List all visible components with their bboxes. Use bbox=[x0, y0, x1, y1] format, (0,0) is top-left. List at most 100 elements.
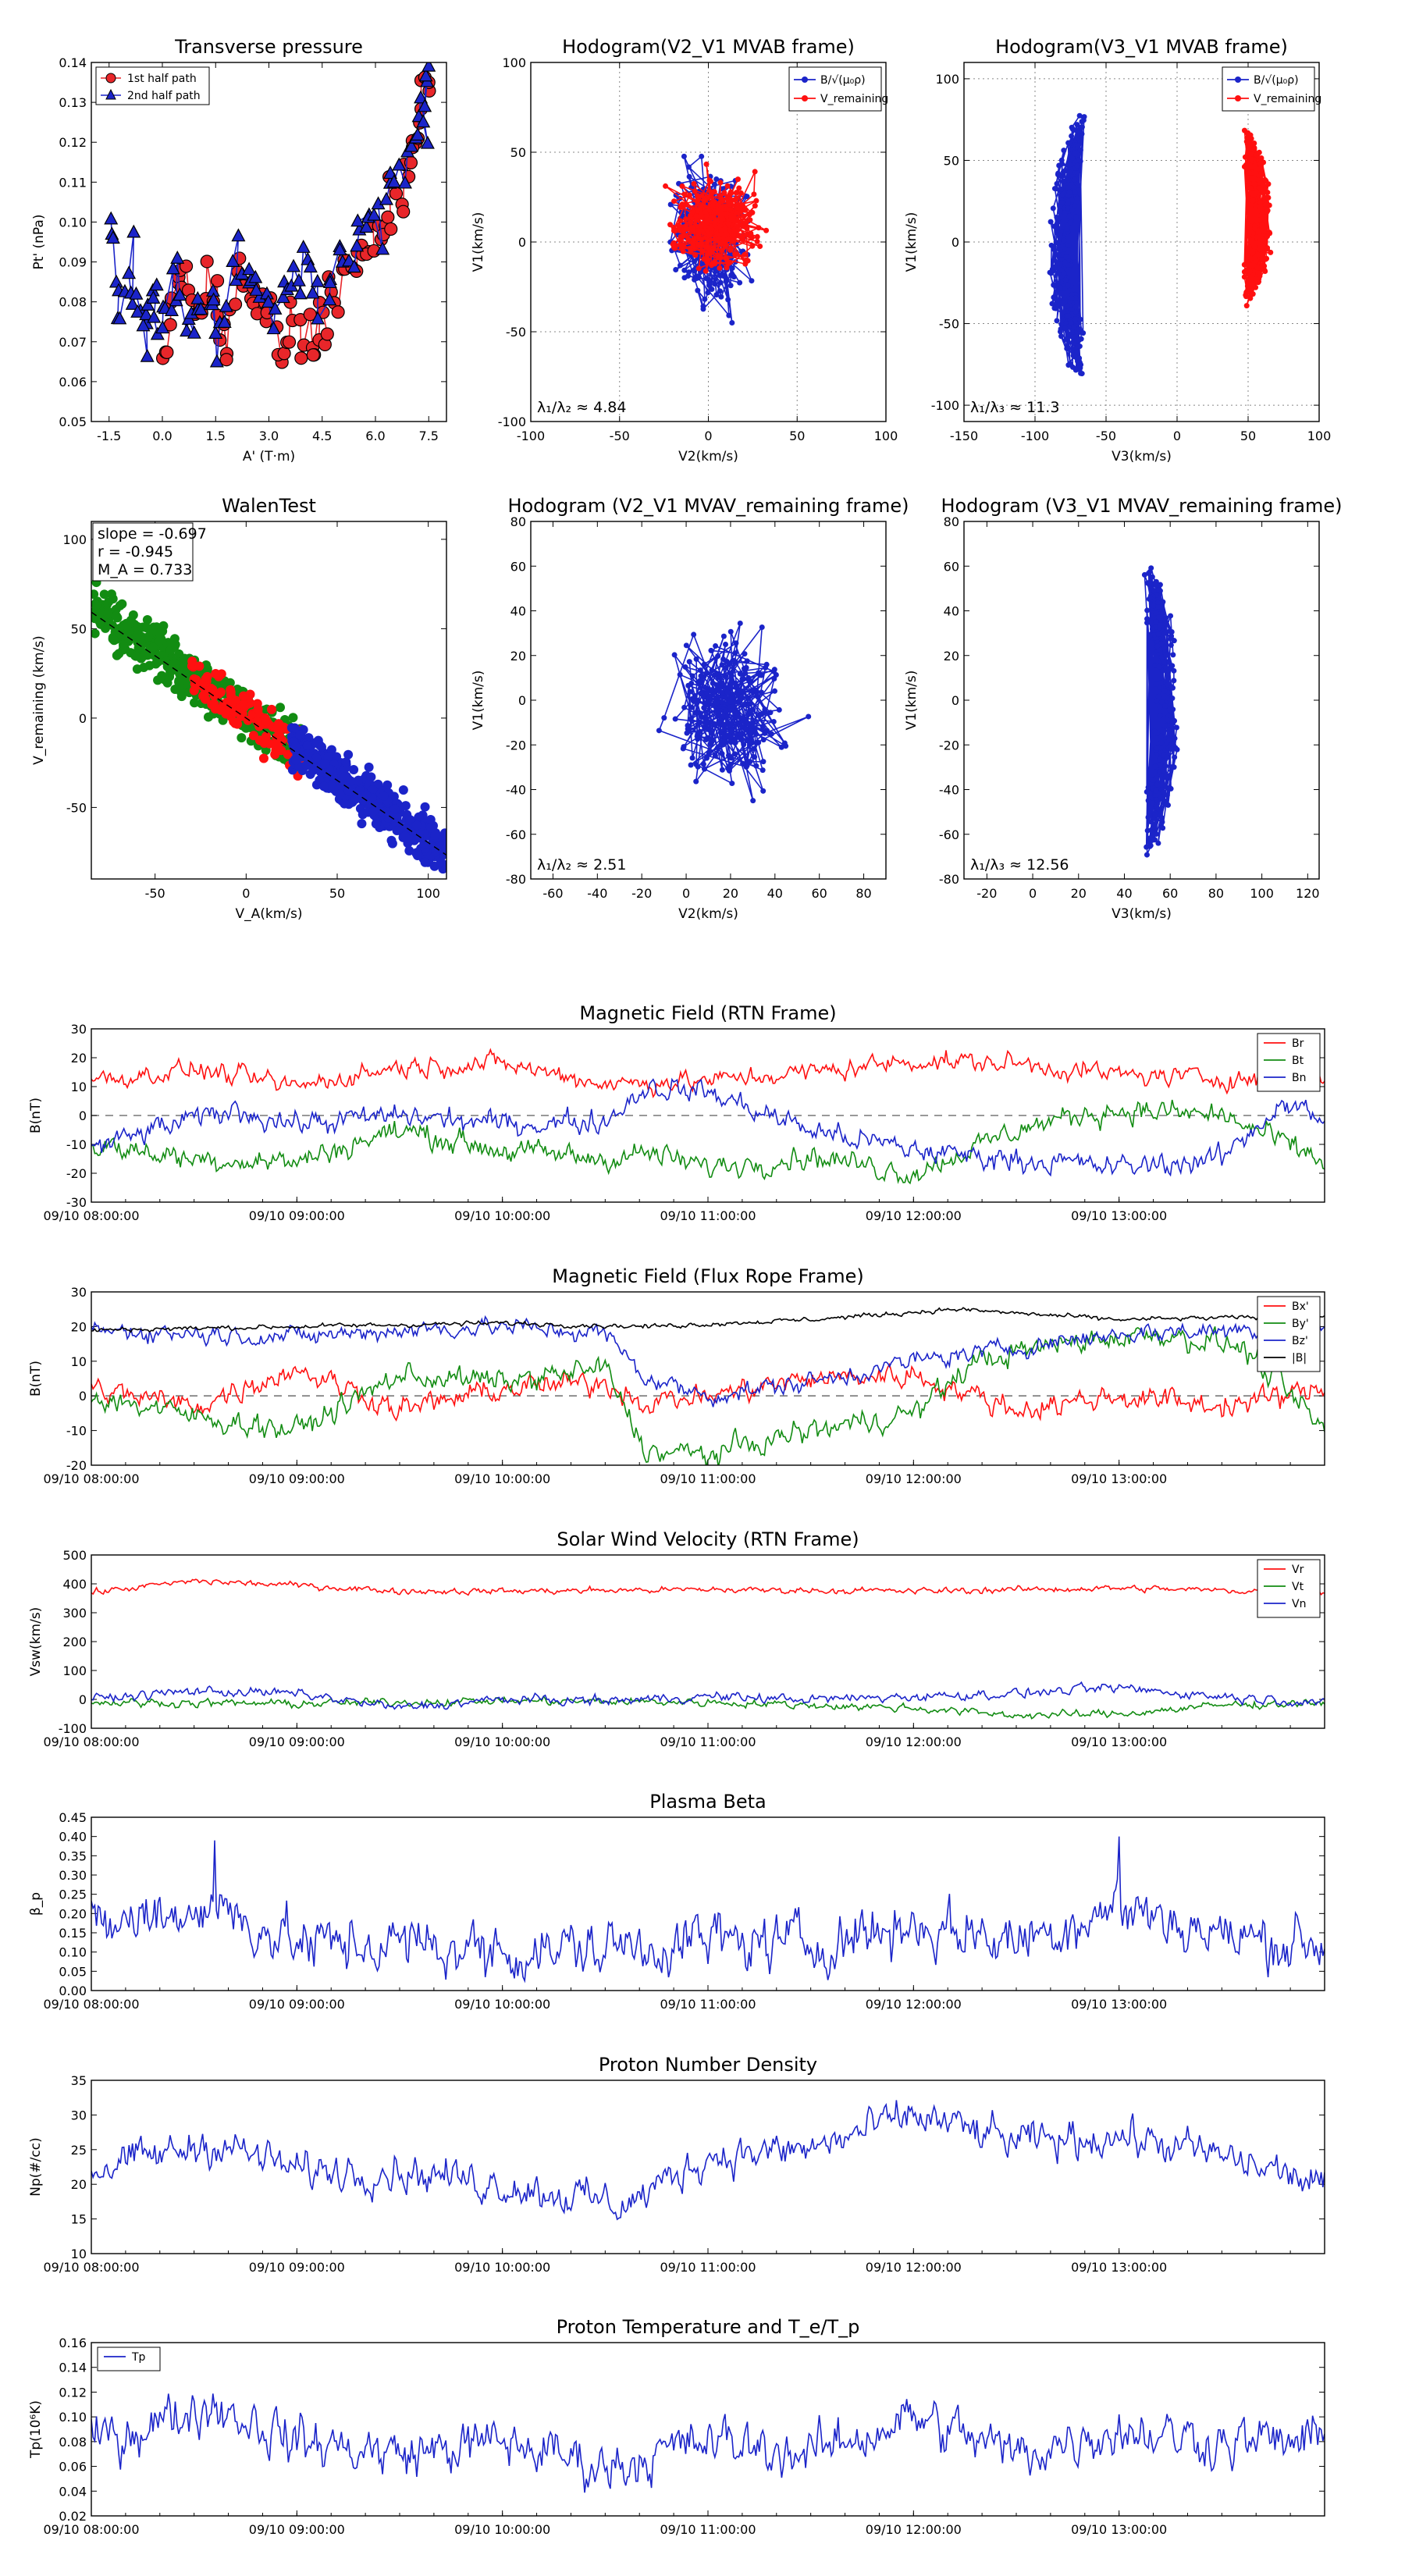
data-point bbox=[379, 191, 393, 205]
data-point bbox=[1058, 157, 1065, 163]
data-point bbox=[726, 661, 732, 667]
y-tick-label: 0.12 bbox=[59, 135, 87, 150]
data-point bbox=[737, 279, 743, 286]
y-tick-label: 0 bbox=[518, 235, 526, 250]
data-point bbox=[1262, 256, 1268, 262]
data-point bbox=[1157, 713, 1163, 719]
data-point bbox=[149, 277, 164, 291]
data-point bbox=[722, 226, 728, 232]
data-point bbox=[719, 693, 725, 699]
data-point bbox=[1151, 837, 1157, 843]
data-point bbox=[749, 278, 755, 284]
chart-ts1: Magnetic Field (RTN Frame) -30 -20 -10 0 10 20… bbox=[28, 1002, 1325, 1223]
data-point bbox=[1154, 600, 1161, 606]
data-point bbox=[1160, 599, 1166, 605]
data-point bbox=[670, 228, 677, 234]
data-point bbox=[290, 742, 301, 752]
data-point bbox=[757, 244, 763, 250]
data-point bbox=[729, 728, 735, 734]
data-point bbox=[706, 699, 713, 705]
data-point bbox=[1156, 664, 1162, 670]
data-point bbox=[1080, 117, 1087, 123]
data-point bbox=[686, 192, 692, 198]
series-line-p bbox=[91, 1836, 1325, 1984]
data-point bbox=[683, 216, 689, 222]
data-point bbox=[131, 651, 141, 661]
y-tick-label: -100 bbox=[59, 1721, 87, 1736]
data-point bbox=[703, 720, 710, 727]
series-line-br bbox=[91, 1048, 1325, 1099]
y-axis-label: V1(km/s) bbox=[471, 212, 486, 272]
data-point bbox=[724, 265, 730, 271]
data-point bbox=[206, 292, 221, 306]
data-point bbox=[698, 204, 704, 210]
data-point bbox=[688, 680, 695, 686]
data-point bbox=[1157, 582, 1163, 588]
data-point bbox=[190, 698, 200, 708]
data-point bbox=[1250, 262, 1257, 268]
y-tick-label: 0.35 bbox=[59, 1848, 87, 1863]
data-point bbox=[724, 689, 731, 696]
data-point bbox=[411, 127, 425, 141]
data-point bbox=[1168, 613, 1174, 619]
data-point bbox=[119, 641, 129, 651]
data-point bbox=[170, 250, 185, 264]
data-point bbox=[140, 348, 155, 362]
y-tick-label: -20 bbox=[506, 738, 526, 753]
y-tick-label: 40 bbox=[510, 604, 526, 619]
data-point bbox=[1065, 177, 1072, 183]
data-point bbox=[737, 688, 743, 695]
data-point bbox=[277, 347, 291, 361]
data-point bbox=[745, 720, 752, 727]
data-point bbox=[217, 315, 232, 328]
data-point bbox=[1259, 244, 1265, 251]
data-point bbox=[180, 323, 194, 337]
data-point bbox=[1071, 340, 1077, 346]
data-point bbox=[295, 730, 305, 740]
data-point bbox=[115, 600, 125, 610]
data-point bbox=[1265, 194, 1272, 201]
y-tick-label: 60 bbox=[510, 559, 526, 574]
data-point bbox=[680, 248, 686, 254]
data-point bbox=[725, 765, 731, 771]
x-tick-label: 09/10 13:00:00 bbox=[1071, 1735, 1167, 1749]
data-point bbox=[318, 781, 329, 792]
data-point bbox=[153, 675, 163, 685]
data-point bbox=[154, 636, 164, 646]
data-point bbox=[713, 681, 720, 688]
x-axis-label: V3(km/s) bbox=[1112, 906, 1172, 922]
data-point bbox=[1065, 346, 1072, 352]
data-point bbox=[1151, 603, 1157, 609]
series-line-bt bbox=[91, 1099, 1325, 1185]
data-point bbox=[350, 794, 361, 804]
data-point bbox=[672, 716, 678, 722]
data-point bbox=[717, 193, 724, 199]
series-line-bn bbox=[91, 1077, 1325, 1177]
x-tick-label: 09/10 12:00:00 bbox=[866, 1208, 962, 1223]
data-point bbox=[350, 238, 365, 252]
data-point bbox=[366, 772, 376, 782]
data-point bbox=[221, 709, 231, 719]
data-point bbox=[1246, 139, 1252, 145]
legend: Br Bt Bn bbox=[1257, 1033, 1321, 1092]
data-point bbox=[1057, 231, 1063, 237]
data-point bbox=[305, 769, 315, 779]
data-point bbox=[173, 287, 187, 301]
data-point bbox=[1241, 164, 1247, 170]
data-point bbox=[748, 728, 754, 735]
data-point bbox=[738, 731, 744, 738]
chart-ts6: Proton Temperature and T_e/T_p 0.02 0.04 0.… bbox=[28, 2316, 1325, 2537]
chart-h3: Hodogram (V2_V1 MVAV_remaining frame) -80… bbox=[471, 495, 909, 922]
data-point bbox=[226, 687, 236, 697]
y-tick-label: 0 bbox=[79, 1108, 87, 1123]
data-point bbox=[762, 730, 768, 736]
data-point bbox=[692, 252, 699, 258]
data-point bbox=[1155, 631, 1161, 637]
data-point bbox=[439, 828, 446, 838]
data-point bbox=[756, 712, 763, 718]
data-point bbox=[720, 197, 726, 203]
data-point bbox=[753, 763, 759, 769]
series-line-b-mag bbox=[91, 1307, 1325, 1333]
data-point bbox=[697, 719, 703, 725]
